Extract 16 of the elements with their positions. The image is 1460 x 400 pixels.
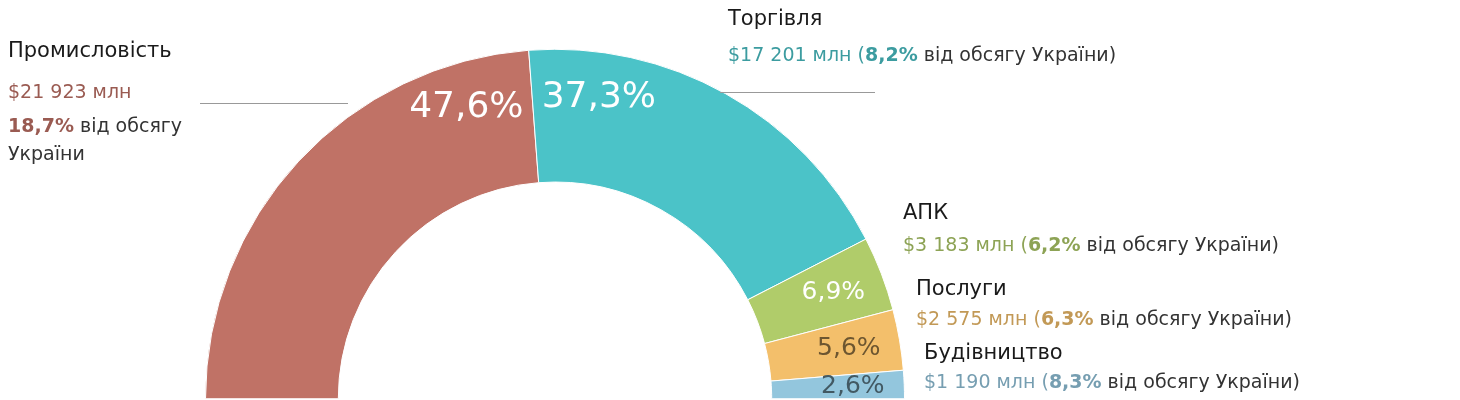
text: $1 190 млн (8,3% від обсягу України) (924, 370, 1300, 392)
slice-label: Будівництво (924, 340, 1063, 364)
data-label: 6,9% (801, 275, 866, 305)
data-label: 5,6% (817, 331, 881, 361)
text: $21 923 млн (8, 80, 132, 102)
slice-label: Послуги (916, 276, 1007, 300)
slice-label: Промисловість (8, 38, 172, 62)
text: $3 183 млн (6,2% від обсягу України) (903, 233, 1279, 255)
text: $17 201 млн (8,2% від обсягу України) (728, 43, 1117, 65)
data-label: 2,6% (821, 370, 885, 400)
data-label: 47,6% (409, 83, 524, 125)
slice-label: АПК (903, 200, 949, 224)
text: $2 575 млн (6,3% від обсягу України) (916, 307, 1292, 329)
slice-label: Торгівля (728, 6, 823, 30)
text: 18,7% від обсягу України (8, 114, 183, 164)
data-label: 37,3% (541, 73, 657, 115)
